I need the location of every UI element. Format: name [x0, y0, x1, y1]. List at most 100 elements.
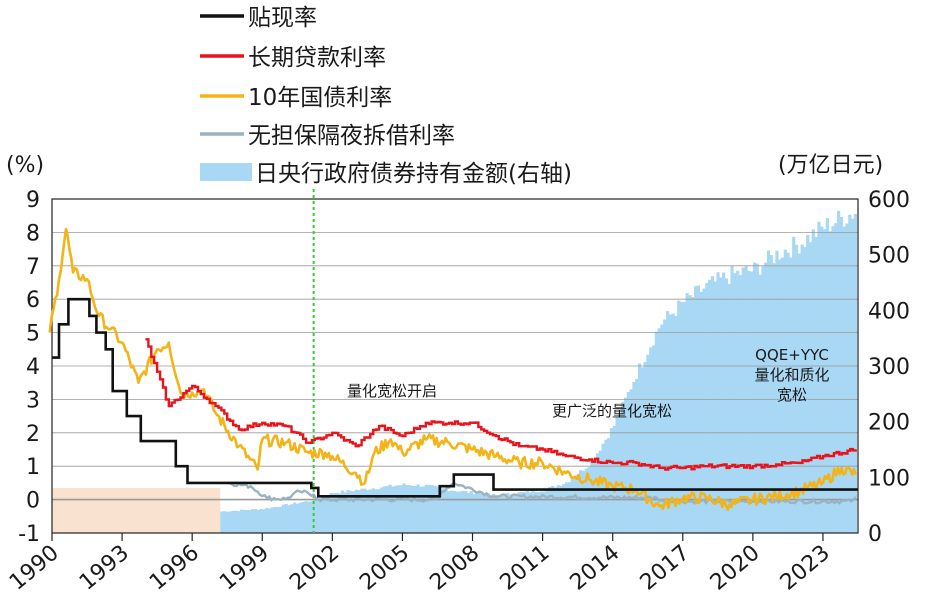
holdings-bar [769, 255, 773, 533]
holdings-bar [792, 236, 796, 533]
holdings-bar [635, 378, 639, 533]
holdings-bar [363, 488, 367, 533]
holdings-bar [287, 505, 291, 533]
holdings-bar [811, 229, 815, 533]
holdings-bar [772, 263, 776, 533]
holdings-bar [368, 489, 372, 533]
holdings-bar [354, 489, 358, 533]
holdings-bar [677, 300, 681, 533]
holdings-bar [719, 277, 723, 533]
holdings-bar [794, 244, 799, 533]
holdings-bar [438, 487, 443, 533]
holdings-bar [845, 223, 849, 533]
holdings-bar [808, 242, 813, 534]
legend-label: 贴现率 [248, 5, 317, 31]
left-tick-label: 7 [26, 255, 40, 280]
holdings-bar [276, 507, 280, 533]
holdings-bar [433, 485, 437, 533]
holdings-bar [248, 510, 252, 533]
holdings-bar [293, 502, 297, 533]
holdings-bar [251, 509, 255, 533]
holdings-bar [332, 493, 336, 533]
left-tick-label: 5 [26, 322, 40, 347]
holdings-bar [290, 504, 294, 533]
grid [51, 198, 859, 534]
holdings-bar [831, 226, 835, 533]
holdings-bar [242, 509, 246, 533]
holdings-bar [357, 490, 361, 533]
holdings-bar [679, 301, 684, 533]
holdings-bar [374, 489, 378, 533]
holdings-bar [682, 302, 686, 533]
holdings-bar [758, 274, 762, 533]
holdings-bar [567, 482, 572, 533]
right-tick-label: 100 [868, 466, 910, 491]
holdings-bar [710, 276, 715, 533]
holdings-bar [267, 508, 272, 533]
holdings-bar [640, 367, 644, 533]
holdings-bar [329, 492, 333, 533]
x-tick-label: 2017 [636, 540, 695, 595]
x-tick-label: 1996 [145, 540, 204, 595]
holdings-bar [455, 491, 459, 533]
right-tick-label: 600 [868, 188, 910, 213]
holdings-bar [436, 486, 440, 533]
holdings-bar [410, 485, 415, 533]
holdings-bar [663, 319, 667, 533]
holdings-bar [576, 474, 580, 533]
holdings-bar [853, 213, 857, 533]
holdings-bar [500, 495, 504, 533]
holdings-bar [621, 402, 625, 533]
x-tick-label: 2020 [706, 540, 765, 595]
holdings-bar [273, 506, 277, 533]
holdings-bar [850, 218, 855, 533]
holdings-bar [284, 504, 288, 533]
holdings-bar [716, 272, 720, 533]
holdings-bar [722, 272, 726, 533]
holdings-bar [492, 493, 496, 533]
boj-holdings-area [220, 210, 857, 534]
holdings-bar [346, 489, 350, 533]
holdings-bar [817, 221, 821, 533]
holdings-bar [820, 226, 824, 534]
holdings-bar [444, 488, 448, 533]
holdings-bar [427, 484, 431, 533]
holdings-bar [570, 478, 574, 533]
holdings-bar [828, 231, 832, 534]
legend-label: 日央行政府债券持有金额(右轴) [255, 161, 572, 187]
holdings-bar [525, 490, 529, 533]
holdings-bar [508, 494, 513, 533]
holdings-bar [391, 486, 395, 533]
holdings-bar [705, 282, 709, 533]
holdings-bar [321, 496, 325, 533]
holdings-bar [441, 488, 445, 533]
holdings-bar [464, 491, 468, 533]
right-tick-label: 500 [868, 244, 910, 269]
holdings-bar [315, 498, 319, 533]
legend-label: 无担保隔夜拆借利率 [248, 123, 455, 149]
x-tick-label: 1999 [215, 540, 274, 595]
holdings-bar [220, 511, 224, 533]
long-term-rate-line [145, 338, 857, 471]
holdings-bar [506, 493, 510, 533]
plot-background [52, 487, 221, 533]
holdings-bar [800, 244, 804, 533]
holdings-bar [590, 461, 594, 533]
holdings-bar [424, 484, 429, 533]
holdings-bar [256, 509, 260, 533]
holdings-bar [281, 504, 286, 533]
holdings-bar [511, 494, 515, 533]
right-tick-label: 400 [868, 299, 910, 324]
holdings-bar [573, 477, 577, 533]
holdings-bar [562, 484, 566, 533]
holdings-bar [764, 262, 768, 533]
holdings-bar [612, 425, 616, 533]
holdings-bar [405, 484, 409, 533]
holdings-bar [542, 491, 546, 533]
holdings-bar [351, 491, 356, 533]
left-tick-label: 1 [26, 455, 40, 480]
holdings-bar [727, 283, 731, 533]
holdings-bar [806, 235, 810, 534]
left-tick-label: 2 [26, 422, 40, 447]
